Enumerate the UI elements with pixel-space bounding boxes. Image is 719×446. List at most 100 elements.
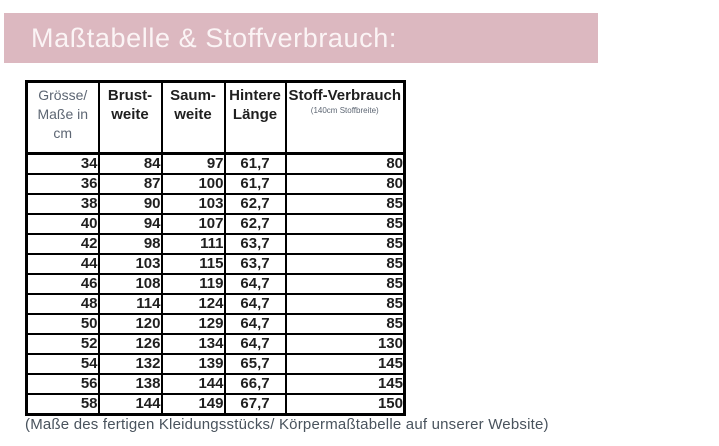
header-subtitle: (140cm Stoffbreite) xyxy=(310,106,379,115)
table-cell: 129 xyxy=(160,313,226,335)
table-cell: 126 xyxy=(97,333,163,355)
table-cell: 90 xyxy=(97,193,163,215)
table-cell: 84 xyxy=(97,152,163,175)
table-row: 50 120 129 64,7 85 xyxy=(25,313,406,335)
table-cell: 87 xyxy=(97,173,163,195)
table-cell: 63,7 xyxy=(223,253,287,275)
table-cell: 145 xyxy=(284,373,406,395)
table-cell: 124 xyxy=(160,293,226,315)
table-cell: 85 xyxy=(284,193,406,215)
table-cell: 150 xyxy=(284,393,406,416)
footnote: (Maße des fertigen Kleidungsstücks/ Körp… xyxy=(25,416,549,433)
table-cell: 54 xyxy=(25,353,100,375)
table-cell: 111 xyxy=(160,233,226,255)
table-cell: 85 xyxy=(284,213,406,235)
header-line: Hintere xyxy=(229,87,281,104)
table-cell: 144 xyxy=(160,373,226,395)
table-cell: 115 xyxy=(160,253,226,275)
table-row: 42 98 111 63,7 85 xyxy=(25,233,406,255)
table-row: 46 108 119 64,7 85 xyxy=(25,273,406,295)
table-cell: 130 xyxy=(284,333,406,355)
table-cell: 62,7 xyxy=(223,213,287,235)
table-row: 38 90 103 62,7 85 xyxy=(25,193,406,215)
table-cell: 56 xyxy=(25,373,100,395)
table-cell: 119 xyxy=(160,273,226,295)
header-hintere-laenge: Hintere Länge xyxy=(223,80,287,155)
table-cell: 62,7 xyxy=(223,193,287,215)
table-cell: 139 xyxy=(160,353,226,375)
table-cell: 67,7 xyxy=(223,393,287,416)
table-cell: 61,7 xyxy=(223,173,287,195)
table-cell: 65,7 xyxy=(223,353,287,375)
table-row: 52 126 134 64,7 130 xyxy=(25,333,406,355)
table-cell: 120 xyxy=(97,313,163,335)
header-stoffverbrauch: Stoff-Verbrauch (140cm Stoffbreite) xyxy=(284,80,406,155)
table-cell: 46 xyxy=(25,273,100,295)
table-cell: 149 xyxy=(160,393,226,416)
header-saumweite: Saum- weite xyxy=(160,80,226,155)
table-cell: 64,7 xyxy=(223,333,287,355)
table-cell: 44 xyxy=(25,253,100,275)
table-row: 34 84 97 61,7 80 xyxy=(25,152,406,175)
table-cell: 132 xyxy=(97,353,163,375)
table-cell: 52 xyxy=(25,333,100,355)
table-row: 36 87 100 61,7 80 xyxy=(25,173,406,195)
header-line: weite xyxy=(111,106,149,123)
table-row: 56 138 144 66,7 145 xyxy=(25,373,406,395)
header-line: Stoff-Verbrauch xyxy=(288,87,401,104)
table-row: 58 144 149 67,7 150 xyxy=(25,393,406,416)
table-cell: 64,7 xyxy=(223,273,287,295)
table-cell: 34 xyxy=(25,152,100,175)
table-cell: 63,7 xyxy=(223,233,287,255)
header-line: Saum- xyxy=(170,87,216,104)
table-row: 54 132 139 65,7 145 xyxy=(25,353,406,375)
size-table-container: Grösse/ Maße in cm Brust- weite Saum- we… xyxy=(25,80,406,416)
table-cell: 40 xyxy=(25,213,100,235)
table-cell: 103 xyxy=(160,193,226,215)
table-cell: 36 xyxy=(25,173,100,195)
table-cell: 85 xyxy=(284,253,406,275)
table-cell: 144 xyxy=(97,393,163,416)
table-cell: 98 xyxy=(97,233,163,255)
table-cell: 85 xyxy=(284,233,406,255)
table-cell: 138 xyxy=(97,373,163,395)
table-cell: 64,7 xyxy=(223,313,287,335)
table-cell: 61,7 xyxy=(223,152,287,175)
table-row: 44 103 115 63,7 85 xyxy=(25,253,406,275)
header-line: Maße in xyxy=(37,106,89,122)
header-line: Brust- xyxy=(107,87,153,104)
table-cell: 85 xyxy=(284,313,406,335)
table-cell: 103 xyxy=(97,253,163,275)
table-cell: 145 xyxy=(284,353,406,375)
table-cell: 108 xyxy=(97,273,163,295)
table-cell: 66,7 xyxy=(223,373,287,395)
table-cell: 38 xyxy=(25,193,100,215)
table-cell: 85 xyxy=(284,273,406,295)
table-cell: 134 xyxy=(160,333,226,355)
table-cell: 100 xyxy=(160,173,226,195)
table-cell: 85 xyxy=(284,293,406,315)
table-row: 40 94 107 62,7 85 xyxy=(25,213,406,235)
table-cell: 97 xyxy=(160,152,226,175)
table-cell: 80 xyxy=(284,152,406,175)
table-cell: 42 xyxy=(25,233,100,255)
header-line: weite xyxy=(174,106,212,123)
header-brustweite: Brust- weite xyxy=(97,80,163,155)
header-line: Grösse/ xyxy=(38,87,88,103)
table-cell: 94 xyxy=(97,213,163,235)
table-cell: 80 xyxy=(284,173,406,195)
table-row: 48 114 124 64,7 85 xyxy=(25,293,406,315)
header-row: Grösse/ Maße in cm Brust- weite Saum- we… xyxy=(25,80,406,155)
header-groesse: Grösse/ Maße in cm xyxy=(25,80,100,155)
title-banner: Maßtabelle & Stoffverbrauch: xyxy=(4,13,598,63)
table-cell: 107 xyxy=(160,213,226,235)
table-cell: 114 xyxy=(97,293,163,315)
page-title: Maßtabelle & Stoffverbrauch: xyxy=(31,22,397,53)
size-fabric-table: Grösse/ Maße in cm Brust- weite Saum- we… xyxy=(25,80,406,416)
header-line: Länge xyxy=(232,106,278,123)
size-table-body: 34 84 97 61,7 80 36 87 100 61,7 80 38 90 103 62,7 85 40… xyxy=(25,152,406,416)
table-cell: 64,7 xyxy=(223,293,287,315)
table-cell: 58 xyxy=(25,393,100,416)
table-cell: 48 xyxy=(25,293,100,315)
